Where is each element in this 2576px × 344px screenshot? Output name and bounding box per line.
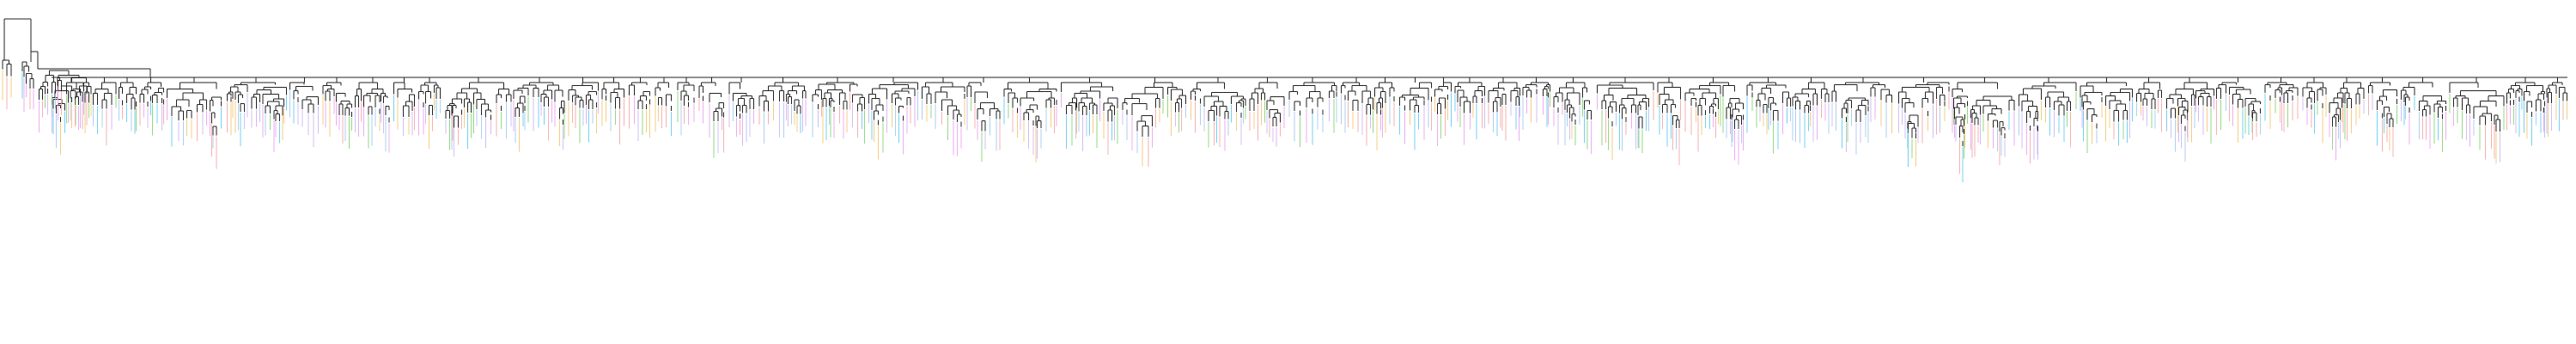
dendrogram-branches bbox=[2, 18, 2568, 147]
dendrogram-leaves bbox=[2, 70, 2568, 182]
